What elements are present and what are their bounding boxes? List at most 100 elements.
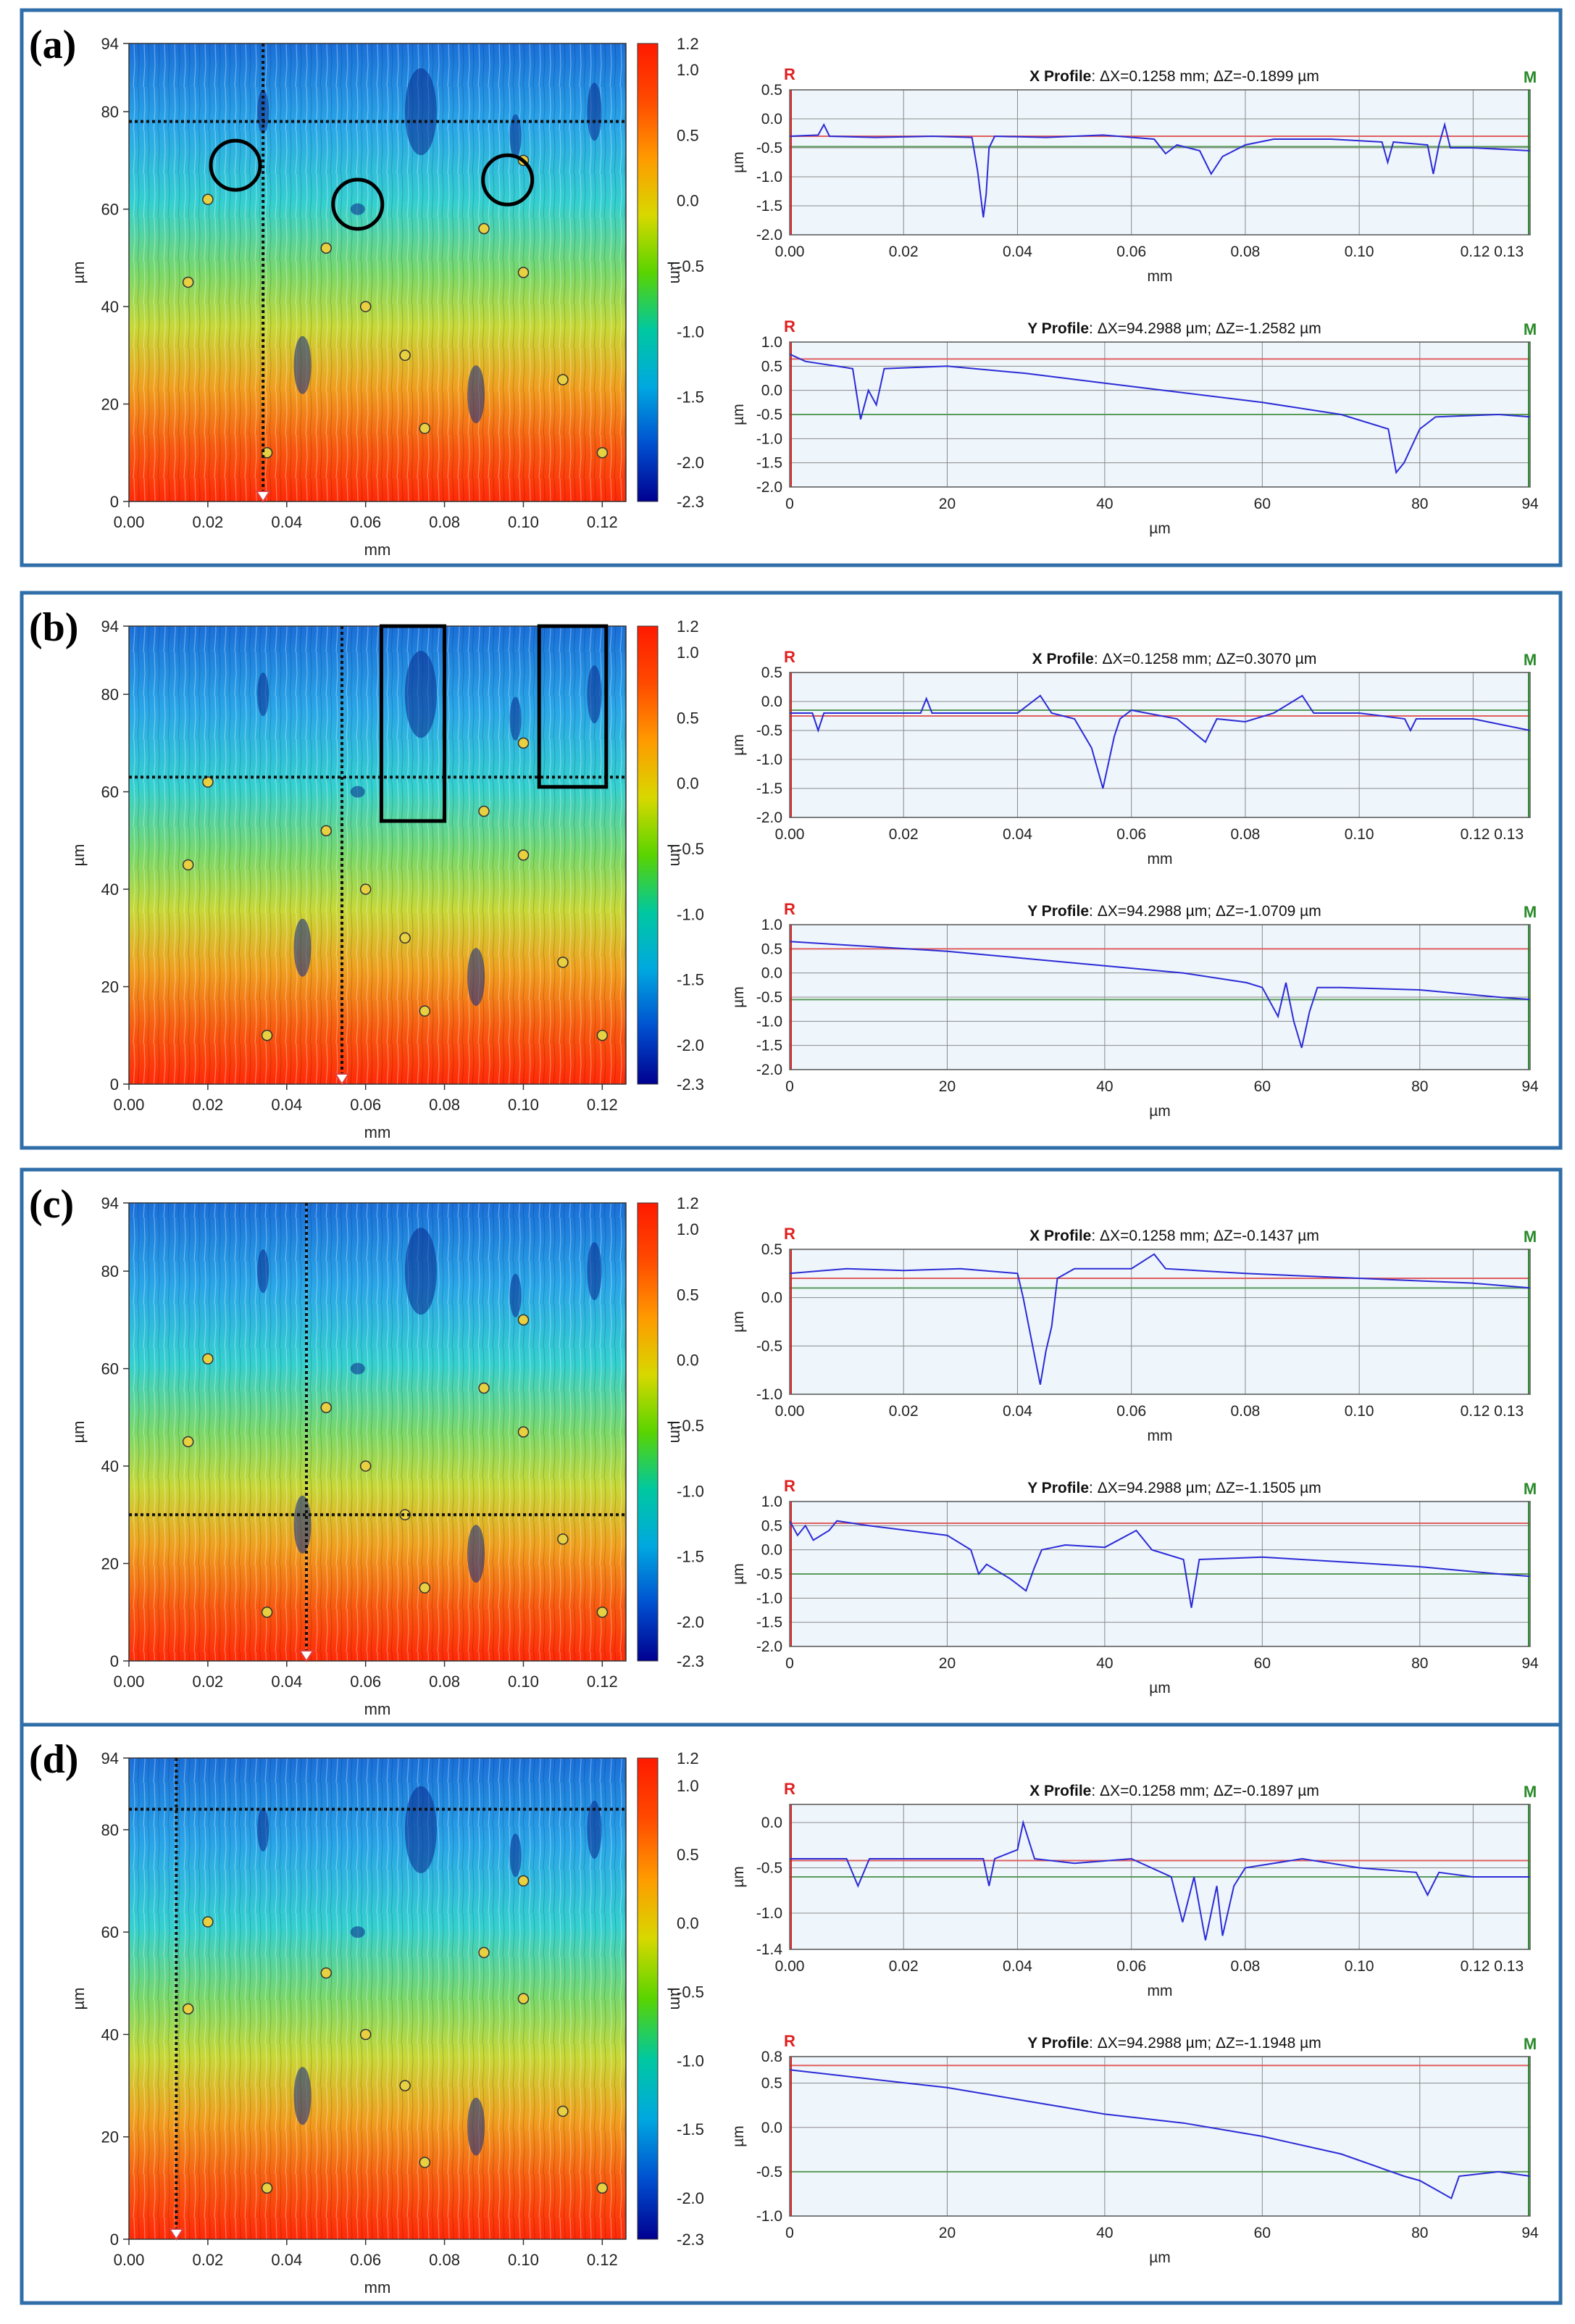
profile-y-axis-label: µm [730,2125,747,2147]
colorbar-tick-label: -2.3 [677,493,704,511]
map-y-tick-label: 94 [101,1194,119,1212]
profile-x-tick-label: 60 [1254,496,1271,512]
map-x-tick-label: 0.08 [429,1096,460,1114]
height-map-texture [129,1758,626,2239]
map-y-tick-label: 80 [101,103,119,121]
surface-pit [467,948,485,1007]
profile-x-tick-label: 0.02 [889,1958,919,1975]
circle-annotation [481,153,535,207]
profile-x-axis-label: µm [1149,1103,1171,1120]
map-x-tick-label: 0.12 [587,1096,618,1114]
x-profile: 0.00 0.02 0.04 0.06 0.08 0.10 0.12 0.13 0.5 0.0 -… [730,1225,1537,1444]
profile-series-line [789,2069,1531,2200]
surface-pit [350,203,365,215]
marker-m-label: M [1524,2035,1537,2053]
colorbar-tick-label: 1.0 [677,1220,699,1238]
profile-x-axis-label: mm [1148,268,1173,285]
profile-x-axis-label: µm [1149,520,1171,537]
colorbar-tick-label: -1.0 [677,2052,704,2070]
profile-title-deltas: : ΔX=0.1258 mm; ΔZ=0.3070 µm [1094,651,1316,667]
profile-x-tick-label: 0.04 [1003,243,1032,260]
surface-pit [509,1273,522,1317]
map-y-tick-label: 40 [101,1457,119,1475]
y-profile: 0 20 40 60 80 94 1.0 0.5 0.0 -0.5 -1.0 -1.5 -2.0 R M Y … [730,317,1539,537]
surface-pit [404,651,437,738]
panel-c: (c)0.00 0.02 0.04 0.06 0.08 0.10 0.12020406080… [20,1167,1563,1727]
colorbar-tick-label: -0.5 [677,1417,704,1435]
profile-y-tick-label: 0.5 [761,82,782,99]
profile-x-tick-label: 94 [1521,2225,1539,2241]
map-y-axis-label: µm [70,1987,88,2009]
colorbar-tick-label: -1.0 [677,1482,704,1500]
map-x-tick-label: 0.10 [508,1096,539,1114]
profile-y-tick-label: 0.0 [761,1815,782,1831]
surface-bump [419,2157,431,2168]
profile-y-tick-label: 0.5 [761,1241,782,1258]
map-y-tick-label: 60 [101,1360,119,1378]
colorbar-tick-label: -2.0 [677,2189,704,2207]
surface-bump [359,883,372,895]
profile-x-tick-label: 40 [1096,1078,1113,1095]
surface-pit [587,83,602,141]
panel-letter: (b) [29,605,78,650]
surface-bump [478,805,490,817]
colorbar-tick-label: -0.5 [677,1983,704,2002]
map-x-tick-label: 0.08 [429,2251,460,2269]
profile-frame [789,672,1531,818]
profile-y-tick-label: -0.5 [756,407,782,423]
marker-m-label: M [1524,1480,1537,1498]
surface-bump [399,932,411,944]
colorbar-unit-label: µm [667,1420,685,1443]
profile-x-tick-label: 0.08 [1230,1958,1260,1975]
profile-title-deltas: : ΔX=94.2988 µm; ΔZ=-1.2582 µm [1089,320,1321,337]
profile-title: Y Profile: ΔX=94.2988 µm; ΔZ=-1.0709 µm [1027,903,1321,920]
profile-frame [789,89,1531,236]
profile-frame [789,2056,1531,2217]
profile-x-axis-label: µm [1149,2249,1171,2266]
box-annotation [379,624,447,823]
profile-title-name: X Profile [1029,1783,1091,1799]
panel-letter: (d) [29,1737,78,1782]
surface-bump [478,1946,490,1959]
profile-y-axis-label: µm [730,404,747,425]
profile-y-tick-label: -0.5 [756,722,782,739]
surface-pit [257,1249,270,1294]
surface-bump [202,1353,214,1365]
surface-bump [261,1030,273,1041]
map-y-tick-label: 0 [110,1652,119,1670]
profile-y-tick-label: -2.0 [756,1638,782,1655]
profile-series-line [790,694,1531,789]
profile-y-tick-label: 0.5 [761,941,782,957]
profile-x-tick-label: 20 [939,1655,956,1672]
y-profile: 0 20 40 60 80 94 1.0 0.5 0.0 -0.5 -1.0 -1.5 -2.0 R M Y … [730,900,1539,1120]
surface-bump [517,267,530,278]
profile-y-tick-label: 0.0 [761,111,782,128]
colorbar-tick-label: 1.0 [677,61,699,79]
map-x-tick-label: 0.06 [350,1096,381,1114]
surface-pit [293,918,312,977]
map-y-tick-label: 0 [110,493,119,511]
crosshair-marker [168,2228,185,2241]
map-y-tick-label: 60 [101,201,119,219]
profile-title-deltas: : ΔX=0.1258 mm; ΔZ=-0.1437 µm [1091,1228,1319,1244]
profile-x-tick-label: 0.00 [775,1403,805,1420]
map-y-tick-label: 20 [101,1555,119,1573]
profile-x-tick-label: 60 [1254,1655,1271,1672]
colorbar-tick-label: -2.3 [677,1652,704,1670]
profile-y-tick-label: -2.0 [756,809,782,826]
surface-bump [182,2003,194,2015]
profile-title: Y Profile: ΔX=94.2988 µm; ΔZ=-1.2582 µm [1027,320,1321,337]
map-y-tick-label: 94 [101,1749,119,1767]
profile-x-axis-label: mm [1148,1428,1173,1444]
panel-d: (d)0.00 0.02 0.04 0.06 0.08 0.10 0.12020406080… [20,1723,1563,2305]
surface-pit [404,1786,437,1873]
profile-y-tick-label: -1.0 [756,430,782,447]
profile-x-tick-label: 0.12 0.13 [1461,1958,1524,1975]
profile-y-tick-label: -1.0 [756,169,782,186]
colorbar-unit-label: µm [667,261,685,283]
map-x-axis-label: mm [364,1700,391,1718]
colorbar-tick-label: -1.5 [677,971,704,989]
map-y-tick-label: 94 [101,617,119,636]
surface-bump [419,1582,431,1594]
map-x-tick-label: 0.12 [587,1673,618,1691]
